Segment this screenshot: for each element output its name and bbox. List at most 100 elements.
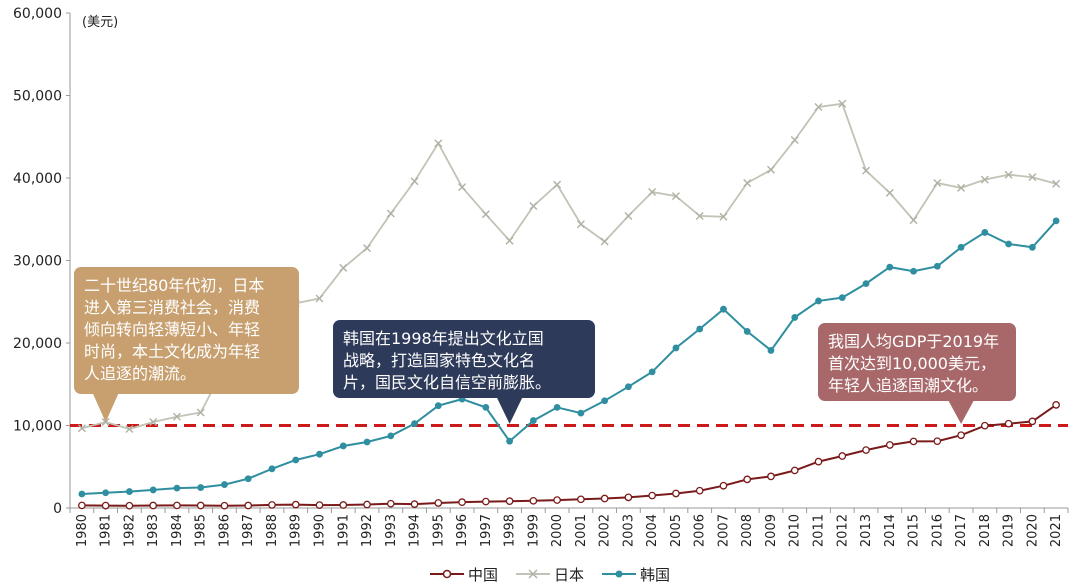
x-tick-label: 2011 [812, 514, 827, 547]
series-point-1 [671, 192, 680, 201]
x-tick-label: 1987 [241, 514, 256, 547]
series-point-1 [410, 177, 419, 186]
series-point-0 [790, 466, 799, 475]
series-point-2 [910, 267, 917, 275]
annotation-korea: 韩国在1998年提出文化立国 战略，打造国家特色文化名 片，国民文化自信空前膨胀… [333, 320, 595, 398]
x-tick-label: 2015 [907, 514, 922, 547]
series-point-1 [790, 136, 799, 145]
series-point-1 [766, 165, 775, 174]
series-point-0 [909, 437, 918, 446]
y-tick-label: 60,000 [13, 6, 62, 22]
x-tick-label: 1986 [217, 514, 232, 547]
x-tick-label: 1984 [170, 514, 185, 547]
legend-label-china: 中国 [468, 565, 499, 584]
series-point-2 [981, 229, 989, 236]
series-line-0 [81, 404, 1057, 507]
series-point-0 [1052, 401, 1060, 409]
series-point-2 [387, 432, 395, 440]
series-point-1 [743, 178, 752, 187]
legend-item-japan: 日本 [516, 564, 584, 585]
series-point-2 [434, 402, 442, 410]
annotation-china: 我国人均GDP于2019年 首次达到10,000美元， 年轻人追逐国潮文化。 [818, 323, 1016, 401]
series-point-0 [838, 452, 847, 460]
series-point-0 [980, 421, 989, 430]
x-tick-label: 1982 [122, 514, 137, 547]
series-point-2 [791, 314, 799, 321]
x-tick-label: 2019 [1002, 514, 1017, 547]
series-point-1 [957, 183, 966, 192]
series-point-2 [886, 263, 894, 271]
series-point-0 [577, 495, 585, 504]
series-point-2 [363, 438, 371, 446]
series-point-0 [220, 501, 229, 510]
x-tick-label: 2009 [764, 514, 779, 547]
series-point-0 [553, 496, 561, 504]
series-point-0 [767, 472, 775, 481]
series-point-1 [624, 211, 633, 220]
legend-label-japan: 日本 [554, 565, 585, 584]
x-tick-label: 2004 [645, 514, 660, 547]
x-tick-label: 2016 [930, 514, 945, 547]
series-point-1 [196, 408, 205, 417]
y-tick-label: 50,000 [13, 89, 62, 105]
series-point-2 [102, 489, 110, 497]
series-point-2 [339, 442, 347, 450]
series-point-2 [529, 417, 537, 424]
series-point-0 [505, 497, 514, 506]
series-point-2 [221, 481, 228, 488]
series-point-1 [814, 103, 823, 112]
x-tick-label: 1993 [384, 514, 399, 547]
x-tick-label: 1981 [99, 514, 114, 547]
series-point-0 [529, 496, 538, 505]
series-point-2 [957, 243, 965, 251]
series-point-1 [1004, 170, 1013, 179]
x-tick-label: 2014 [883, 514, 898, 547]
legend-label-korea: 韩国 [640, 565, 671, 584]
series-point-2 [482, 403, 490, 411]
x-tick-label: 1999 [526, 514, 541, 547]
series-point-0 [315, 501, 324, 509]
series-point-0 [862, 446, 870, 454]
x-tick-label: 1997 [479, 514, 494, 547]
x-tick-label: 2021 [1049, 514, 1064, 547]
series-point-0 [1028, 417, 1037, 426]
series-point-2 [1028, 243, 1036, 251]
series-point-1 [386, 209, 395, 218]
series-point-0 [481, 497, 490, 506]
series-point-1 [172, 412, 181, 421]
unit-label: (美元) [82, 15, 118, 30]
series-point-2 [838, 294, 846, 302]
y-tick-label: 10,000 [13, 419, 62, 435]
x-tick-label: 2010 [788, 514, 803, 547]
series-point-1 [576, 220, 585, 229]
series-point-2 [815, 297, 822, 305]
series-point-2 [292, 456, 300, 464]
y-tick-label: 20,000 [13, 336, 62, 352]
series-point-1 [1052, 179, 1061, 188]
x-tick-label: 1990 [313, 514, 328, 547]
series-point-2 [316, 450, 323, 458]
series-point-1 [980, 175, 989, 184]
series-point-2 [696, 325, 704, 333]
series-point-2 [577, 409, 585, 417]
series-point-1 [529, 202, 538, 211]
series-point-2 [126, 488, 133, 495]
series-point-0 [933, 437, 942, 446]
legend-marker-japan [516, 569, 551, 579]
series-point-1 [933, 178, 942, 187]
series-point-2 [506, 437, 513, 445]
x-tick-label: 1994 [408, 514, 423, 547]
x-tick-label: 1991 [336, 514, 351, 547]
annotation-pointer-korea [496, 397, 523, 424]
x-tick-label: 2012 [835, 514, 850, 547]
series-point-2 [411, 420, 418, 428]
series-point-0 [1004, 419, 1013, 428]
series-point-2 [244, 475, 252, 483]
x-tick-label: 1980 [75, 514, 90, 547]
series-point-1 [1028, 173, 1037, 182]
y-tick-label: 40,000 [13, 171, 62, 187]
series-point-2 [1052, 217, 1060, 225]
series-point-1 [719, 212, 728, 221]
series-point-2 [601, 397, 609, 405]
